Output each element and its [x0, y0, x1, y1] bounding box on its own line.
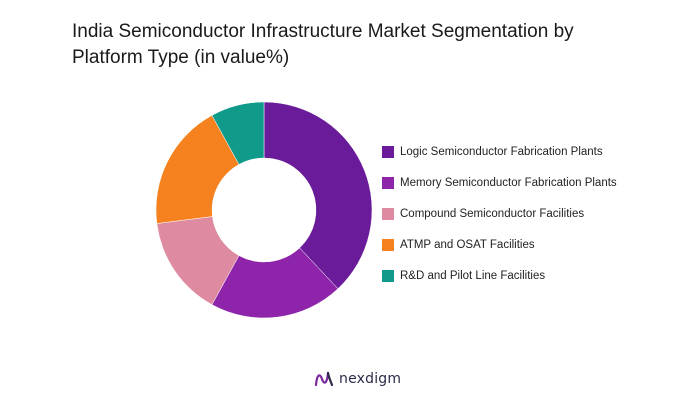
nexdigm-logo-icon [314, 371, 334, 387]
brand-footer: nexdigm [314, 370, 401, 388]
legend-item: Logic Semiconductor Fabrication Plants [382, 140, 682, 163]
donut-slice-2 [211, 247, 339, 319]
chart-title: India Semiconductor Infrastructure Marke… [72, 21, 574, 68]
legend-item: Memory Semiconductor Fabrication Plants [382, 171, 682, 194]
legend-swatch [382, 238, 394, 251]
chart-legend: Logic Semiconductor Fabrication Plants Me… [382, 140, 682, 295]
donut-slice-5 [211, 101, 265, 165]
legend-label: Logic Semiconductor Fabrication Plants [400, 145, 603, 158]
legend-item: R&D and Pilot Line Facilities [382, 264, 682, 287]
legend-item: ATMP and OSAT Facilities [382, 233, 682, 256]
brand-name: nexdigm [339, 371, 402, 387]
legend-label: Compound Semiconductor Facilities [400, 207, 585, 220]
legend-swatch [382, 207, 394, 220]
donut-slice-1 [263, 101, 373, 290]
legend-item: Compound Semiconductor Facilities [382, 202, 682, 225]
legend-label: Memory Semiconductor Fabrication Plants [400, 176, 617, 189]
legend-swatch [382, 145, 394, 158]
legend-label: ATMP and OSAT Facilities [400, 238, 535, 251]
legend-swatch [382, 176, 394, 189]
legend-swatch [382, 269, 394, 282]
legend-label: R&D and Pilot Line Facilities [400, 269, 546, 282]
